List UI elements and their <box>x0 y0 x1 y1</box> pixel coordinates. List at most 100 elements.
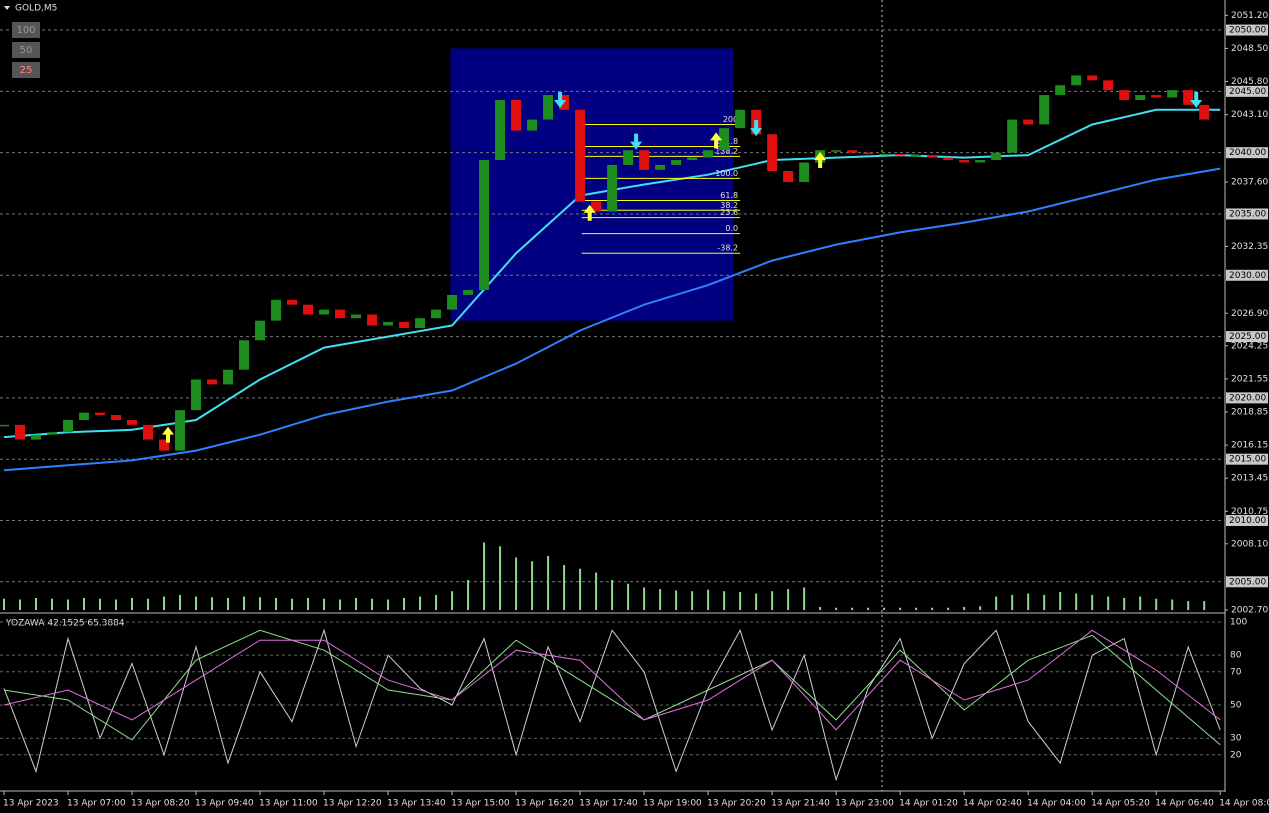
candle <box>191 379 202 411</box>
volume-bar <box>227 598 230 610</box>
candle <box>415 318 426 328</box>
candle <box>703 150 714 158</box>
menu-triangle[interactable] <box>4 6 10 10</box>
candle <box>431 309 442 319</box>
candle <box>623 150 634 165</box>
y-tick-label: 100 <box>1230 617 1247 627</box>
indicator-title: YOZAWA 42.1525 65.3884 <box>5 619 125 629</box>
candle <box>1007 119 1018 153</box>
candle <box>687 157 698 161</box>
y-tick-label: 20 <box>1230 750 1242 760</box>
volume-bar <box>467 580 470 610</box>
x-tick-label: 13 Apr 21:40 <box>771 799 830 809</box>
y-tick-label: 2021.55 <box>1231 374 1268 384</box>
volume-bar <box>1043 595 1046 610</box>
buy-arrow <box>710 132 723 149</box>
candle <box>1103 80 1114 91</box>
volume-bar <box>787 589 790 610</box>
volume-bar <box>755 593 758 610</box>
symbol-title: GOLD,M5 <box>15 4 57 14</box>
candle <box>991 152 1002 161</box>
volume-bar <box>1011 595 1014 610</box>
volume-bar <box>275 598 278 610</box>
volume-bar <box>627 583 630 610</box>
candle <box>47 432 58 435</box>
y-tick-label: 2024.25 <box>1231 341 1268 351</box>
candle <box>671 160 682 165</box>
price-label-box <box>1226 514 1268 526</box>
volume-bar <box>451 591 454 610</box>
volume-bar <box>563 565 566 610</box>
volume-bar <box>979 606 982 610</box>
y-tick-label: 2050.00 <box>1229 26 1266 36</box>
button-bg <box>12 62 40 78</box>
volume-bar <box>147 598 150 610</box>
x-tick-label: 13 Apr 15:00 <box>451 799 510 809</box>
volume-bar <box>323 598 326 610</box>
volume-bar <box>1091 595 1094 610</box>
volume-bar <box>1187 601 1190 610</box>
candle <box>479 160 490 290</box>
y-tick-label: 2010.75 <box>1231 507 1268 517</box>
zoom-button[interactable]: 100 <box>12 22 40 38</box>
x-tick-label: 13 Apr 12:20 <box>323 799 382 809</box>
volume-bar <box>739 592 742 610</box>
price-label-box <box>1226 269 1268 281</box>
volume-bar <box>435 595 438 610</box>
volume-bar <box>819 607 822 610</box>
candle <box>607 164 618 212</box>
volume-bar <box>691 591 694 610</box>
x-tick-label: 13 Apr 13:40 <box>387 799 446 809</box>
volume-bar <box>3 598 6 610</box>
volume-bar <box>99 598 102 610</box>
button-bg <box>12 42 40 58</box>
candle <box>1055 85 1066 96</box>
y-tick-label: 2002.70 <box>1231 606 1268 616</box>
y-tick-label: 2030.00 <box>1229 271 1266 281</box>
y-tick-label: 2005.00 <box>1229 577 1266 587</box>
candle <box>831 150 842 152</box>
candle <box>1023 119 1034 125</box>
candle <box>399 321 410 328</box>
volume-bar <box>1139 596 1142 610</box>
price-label-box <box>1226 24 1268 36</box>
volume-bar <box>995 596 998 610</box>
candle <box>959 160 970 163</box>
volume-bar <box>883 607 886 610</box>
sell-arrow <box>554 91 567 108</box>
volume-bar <box>67 599 70 610</box>
volume-bar <box>115 599 118 610</box>
volume-bar <box>83 598 86 610</box>
x-tick-label: 14 Apr 04:00 <box>1027 799 1086 809</box>
y-tick-label: 2015.00 <box>1229 455 1266 465</box>
y-tick-label: 2018.85 <box>1231 407 1268 417</box>
candle <box>383 321 394 326</box>
fib-label: 138.2 <box>715 147 738 156</box>
volume-bar <box>547 556 550 610</box>
candle <box>351 314 362 319</box>
price-label-box <box>1226 85 1268 97</box>
candle <box>655 164 666 170</box>
candle <box>783 171 794 183</box>
button-label: 25 <box>20 65 33 76</box>
zoom-button[interactable]: 50 <box>12 42 40 58</box>
candle <box>207 379 218 385</box>
candle <box>319 309 330 315</box>
price-label-box <box>1226 453 1268 465</box>
y-tick-label: 2008.10 <box>1231 539 1268 549</box>
price-label-box <box>1226 331 1268 343</box>
volume-bar <box>803 587 806 610</box>
y-tick-label: 80 <box>1230 651 1242 661</box>
volume-bar <box>195 596 198 610</box>
y-tick-label: 2043.10 <box>1231 110 1268 120</box>
candle <box>287 299 298 305</box>
volume-bar <box>835 607 838 610</box>
zoom-button[interactable]: 25 <box>12 62 40 78</box>
candle <box>767 134 778 172</box>
volume-bar <box>307 598 310 610</box>
volume-bar <box>643 587 646 610</box>
fib-label: 23.6 <box>720 208 738 217</box>
fib-label: 61.8 <box>720 191 738 200</box>
